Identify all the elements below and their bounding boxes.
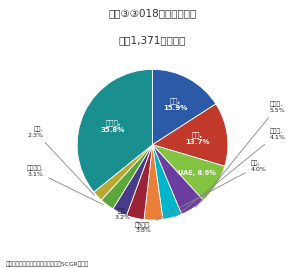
Wedge shape (127, 145, 152, 219)
Text: 韓国,
3.2%: 韓国, 3.2% (114, 208, 130, 220)
Text: 米国,
13.7%: 米国, 13.7% (185, 132, 210, 145)
Wedge shape (101, 145, 152, 209)
Wedge shape (152, 145, 203, 214)
Text: （出所：サウジアラビア通貨庁よりSCGR作成）: （出所：サウジアラビア通貨庁よりSCGR作成） (6, 261, 89, 267)
Wedge shape (94, 145, 152, 200)
Text: フランス,
3.8%: フランス, 3.8% (135, 221, 152, 233)
Wedge shape (152, 145, 181, 219)
Text: ドイツ,
5.5%: ドイツ, 5.5% (196, 101, 285, 207)
Wedge shape (152, 104, 228, 166)
Text: 中国,
15.9%: 中国, 15.9% (163, 97, 187, 110)
Wedge shape (77, 69, 152, 192)
Wedge shape (113, 145, 152, 215)
Text: イタリア,
3.1%: イタリア, 3.1% (26, 165, 103, 205)
Text: 日本,
4.0%: 日本, 4.0% (156, 160, 266, 220)
Wedge shape (152, 145, 225, 200)
Text: 英国,
2.3%: 英国, 2.3% (27, 126, 95, 195)
Text: UAE, 8.6%: UAE, 8.6% (178, 170, 216, 176)
Text: 図表③③018年国別輸入額: 図表③③018年国別輸入額 (108, 8, 197, 18)
Text: その他,
35.8%: その他, 35.8% (101, 119, 125, 133)
Text: インド,
4.1%: インド, 4.1% (175, 128, 285, 217)
Wedge shape (144, 145, 163, 220)
Text: （絆1,371億ドル）: （絆1,371億ドル） (119, 35, 186, 45)
Wedge shape (152, 69, 216, 145)
